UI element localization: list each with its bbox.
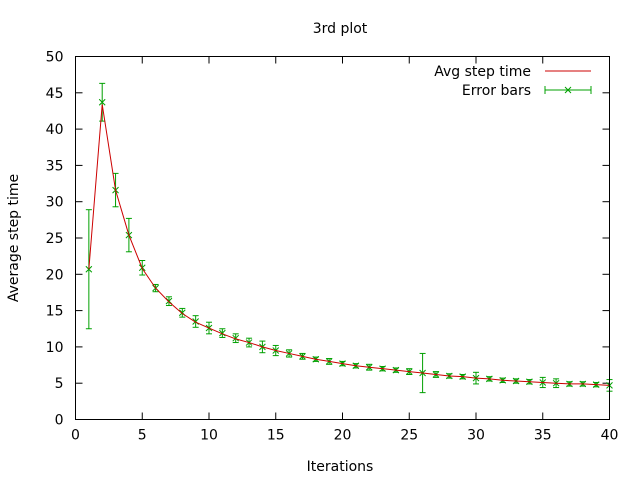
x-tick-label: 5: [138, 428, 147, 444]
error-bar: [138, 260, 146, 276]
legend-swatch-error: [544, 86, 592, 94]
error-bar: [592, 381, 600, 389]
y-tick-label: 50: [46, 50, 64, 66]
error-bar: [98, 82, 106, 122]
error-bar: [165, 296, 173, 307]
error-bar-point: [98, 98, 106, 106]
error-bar: [218, 328, 226, 338]
error-bar: [232, 333, 240, 344]
x-tick-label: 15: [267, 428, 285, 444]
x-tick-label: 40: [601, 428, 619, 444]
x-tick-label: 30: [467, 428, 485, 444]
chart-title: 3rd plot: [313, 21, 368, 37]
plot-frame: [75, 56, 610, 420]
y-tick-label: 20: [46, 267, 64, 283]
y-tick-label: 10: [46, 340, 64, 356]
y-tick-label: 0: [55, 413, 64, 429]
y-axis-label: Average step time: [6, 174, 22, 302]
plot-area: [85, 82, 613, 394]
x-tick-label: 0: [71, 428, 80, 444]
x-axis-label: Iterations: [307, 459, 374, 475]
x-tick-label: 10: [200, 428, 218, 444]
x-tick-label: 20: [334, 428, 352, 444]
error-bar: [339, 360, 346, 367]
y-tick-label: 5: [55, 376, 64, 392]
y-tick-label: 35: [46, 158, 64, 174]
avg-step-time-line: [88, 104, 610, 386]
x-tick-label: 25: [400, 428, 418, 444]
error-bar: [178, 307, 186, 318]
y-tick-label: 40: [46, 122, 64, 138]
y-tick-label: 30: [46, 195, 64, 211]
error-bar-point: [232, 334, 240, 342]
x-tick-label: 35: [534, 428, 552, 444]
legend-label-error: Error bars: [462, 83, 531, 99]
legend: Avg step time Error bars: [434, 64, 592, 99]
axis-ticks: 0 5 10 15 20 25 30 35 40 0 5 10 15 20 25 30 35 40 45 50: [46, 50, 619, 444]
y-tick-label: 45: [46, 86, 64, 102]
legend-label-avg: Avg step time: [434, 64, 531, 80]
y-tick-label: 25: [46, 231, 64, 247]
y-tick-label: 15: [46, 304, 64, 320]
